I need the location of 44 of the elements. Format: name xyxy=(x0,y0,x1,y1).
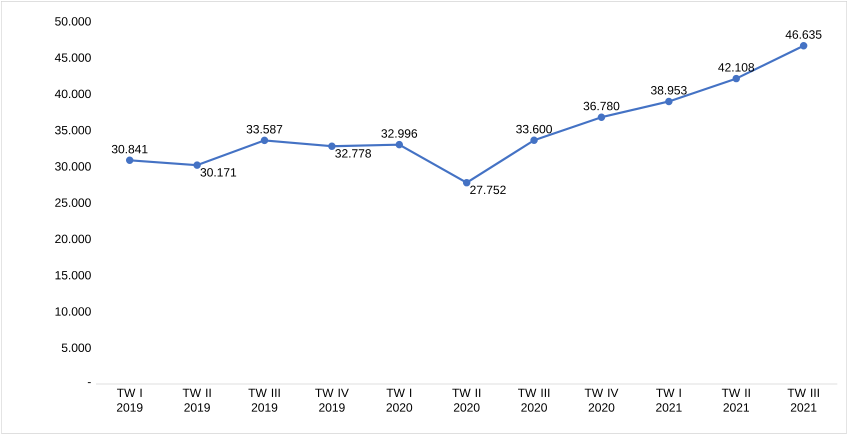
point xyxy=(665,98,673,106)
point xyxy=(328,142,336,150)
point xyxy=(530,136,538,144)
y-tick-label: 25.000 xyxy=(55,198,91,208)
y-tick-label: 45.000 xyxy=(54,54,91,62)
data-label: 27.752 xyxy=(470,186,506,194)
data-label: 33.587 xyxy=(246,125,282,134)
data-label: 30.841 xyxy=(112,145,148,154)
x-tick-label: TW III 2021 xyxy=(788,388,819,412)
x-tick-label: TW II 2021 xyxy=(722,388,750,412)
y-tick-label: - xyxy=(88,382,91,384)
x-tick-label: TW III 2020 xyxy=(518,388,550,412)
point xyxy=(193,162,201,170)
data-label: 42.108 xyxy=(718,63,754,72)
point xyxy=(126,156,134,164)
point xyxy=(260,136,268,144)
y-tick-label: 15.000 xyxy=(56,271,91,280)
y-tick-label: 5.000 xyxy=(62,344,91,352)
data-label: 32.778 xyxy=(335,149,371,158)
x-tick-label: TW III 2019 xyxy=(248,388,280,412)
x-tick-label: TW IV 2019 xyxy=(315,388,349,412)
x-tick-label: TW IV 2020 xyxy=(584,388,618,412)
y-tick-label: 10.000 xyxy=(56,307,91,316)
point xyxy=(800,42,808,50)
x-tick-label: TW II 2019 xyxy=(182,388,211,412)
point xyxy=(396,141,404,149)
y-tick-label: 20.000 xyxy=(55,234,91,244)
data-label: 46.635 xyxy=(786,30,822,39)
point xyxy=(598,114,606,122)
x-tick-label: TW II 2020 xyxy=(452,388,480,412)
data-label: 36.780 xyxy=(584,102,620,110)
x-tick-label: TW I 2021 xyxy=(656,388,682,412)
point xyxy=(732,75,740,82)
y-tick-label: 50.000 xyxy=(55,17,91,26)
data-label: 33.600 xyxy=(516,125,552,134)
x-tick-label: TW I 2019 xyxy=(116,388,142,412)
data-label: 32.996 xyxy=(381,129,418,138)
data-label: 30.171 xyxy=(200,168,236,177)
x-tick-label: TW I 2020 xyxy=(386,388,412,412)
y-tick-label: 30.000 xyxy=(55,162,91,171)
data-label: 38.953 xyxy=(650,86,687,95)
point xyxy=(462,179,470,187)
y-tick-label: 35.000 xyxy=(55,126,91,135)
y-tick-label: 40.000 xyxy=(54,90,91,98)
